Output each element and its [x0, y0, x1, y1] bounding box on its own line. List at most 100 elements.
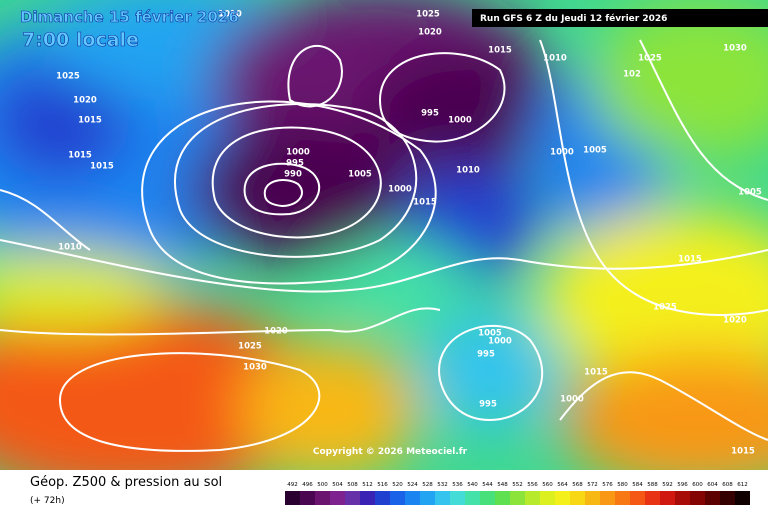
scale-label: 588 [647, 482, 658, 488]
isobar-label: 1015 [731, 447, 755, 457]
scale-swatch [720, 491, 735, 505]
scale-swatch [660, 491, 675, 505]
isobar-label: 1000 [448, 116, 472, 126]
scale-swatch [315, 491, 330, 505]
isobar-label: 1005 [738, 188, 762, 198]
scale-swatch [375, 491, 390, 505]
isobar-label: 1030 [243, 363, 267, 373]
isobar-label: 995 [421, 109, 439, 119]
scale-label: 524 [407, 482, 418, 488]
scale-label: 508 [347, 482, 358, 488]
scale-swatch [360, 491, 375, 505]
isobar-label: 1005 [348, 170, 372, 180]
scale-label: 492 [287, 482, 298, 488]
map-time: 7:00 locale [22, 29, 139, 51]
isobar-label: 1020 [723, 316, 747, 326]
scale-swatch [555, 491, 570, 505]
scale-swatch [630, 491, 645, 505]
scale-label: 612 [737, 482, 748, 488]
isobar-label: 1000 [560, 395, 584, 405]
scale-swatch [510, 491, 525, 505]
scale-swatch [495, 491, 510, 505]
scale-swatch [405, 491, 420, 505]
scale-swatch [345, 491, 360, 505]
isobar-label: 990 [284, 170, 302, 180]
isobar-label: 1025 [653, 303, 677, 313]
scale-swatch [540, 491, 555, 505]
scale-swatch [450, 491, 465, 505]
scale-swatch [330, 491, 345, 505]
scale-swatch [675, 491, 690, 505]
scale-swatch [690, 491, 705, 505]
scale-label: 496 [302, 482, 313, 488]
footer-title: Géop. Z500 & pression au sol [30, 475, 222, 490]
isobar-label: 1025 [416, 10, 440, 20]
scale-label: 548 [497, 482, 508, 488]
isobar-label: 1015 [68, 151, 92, 161]
isobar-label: 995 [286, 159, 304, 169]
scale-label: 512 [362, 482, 373, 488]
scale-label: 552 [512, 482, 523, 488]
scale-swatch [645, 491, 660, 505]
scale-label: 560 [542, 482, 553, 488]
isobars [0, 39, 768, 452]
scale-label: 532 [437, 482, 448, 488]
scale-swatch [420, 491, 435, 505]
scale-label: 528 [422, 482, 433, 488]
scale-label: 608 [722, 482, 733, 488]
scale-label: 516 [377, 482, 388, 488]
isobar-label: 995 [479, 400, 497, 410]
scale-swatch [600, 491, 615, 505]
scale-label: 568 [572, 482, 583, 488]
scale-label: 576 [602, 482, 613, 488]
scale-label: 544 [482, 482, 493, 488]
scale-swatch [570, 491, 585, 505]
isobar-label: 1020 [264, 327, 288, 337]
scale-label: 600 [692, 482, 703, 488]
scale-label: 592 [662, 482, 673, 488]
scale-swatch [465, 491, 480, 505]
isobar-label: 1015 [584, 368, 608, 378]
scale-label: 604 [707, 482, 718, 488]
isobar-label: 1000 [550, 148, 574, 158]
scale-label: 536 [452, 482, 463, 488]
isobar-label: 1020 [418, 28, 442, 38]
map-field [0, 0, 768, 470]
isobar-label: 1010 [456, 166, 480, 176]
scale-swatch [300, 491, 315, 505]
scale-label: 504 [332, 482, 343, 488]
isobar-label: 1000 [388, 185, 412, 195]
color-scale: 492 496 500 504 508 512 516 520 524 528 532 536 540 5… [285, 482, 750, 505]
isobar-label: 1015 [78, 116, 102, 126]
scale-swatch [525, 491, 540, 505]
isobar-label: 1015 [678, 255, 702, 265]
map-date: Dimanche 15 février 2026 [20, 8, 239, 26]
isobar-label: 1030 [723, 44, 747, 54]
copyright: Copyright © 2026 Meteociel.fr [313, 447, 468, 457]
scale-swatch [615, 491, 630, 505]
run-info: Run GFS 6 Z du Jeudi 12 février 2026 [480, 13, 667, 24]
isobar-label: 1010 [218, 10, 242, 20]
isobar-label: 1015 [488, 46, 512, 56]
scale-label: 556 [527, 482, 538, 488]
scale-label: 500 [317, 482, 328, 488]
scale-swatch [735, 491, 750, 505]
scale-label: 572 [587, 482, 598, 488]
scale-swatch [285, 491, 300, 505]
scale-label: 540 [467, 482, 478, 488]
isobar-label: 1015 [413, 198, 437, 208]
run-box [472, 9, 768, 27]
isobar-label: 102 [623, 70, 641, 80]
isobar-label: 1000 [488, 337, 512, 347]
isobar-label: 1005 [478, 329, 502, 339]
isobar-label: 1015 [90, 162, 114, 172]
scale-label: 596 [677, 482, 688, 488]
isobar-label: 1025 [238, 342, 262, 352]
scale-swatch [390, 491, 405, 505]
scale-label: 584 [632, 482, 643, 488]
scale-label: 564 [557, 482, 568, 488]
isobar-label: 1025 [638, 54, 662, 64]
